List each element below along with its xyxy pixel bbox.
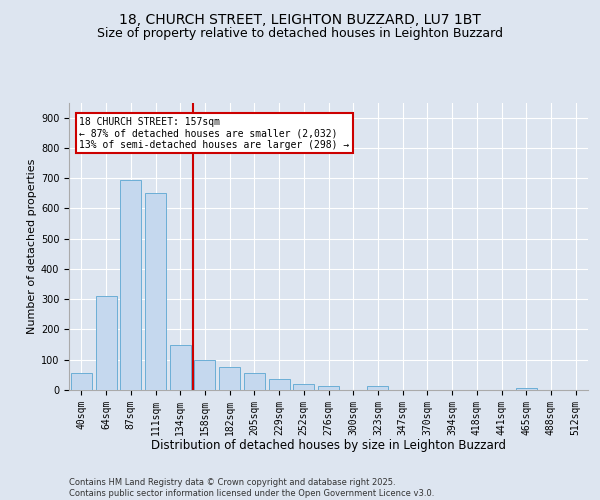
Bar [318,386,339,390]
Text: 18, CHURCH STREET, LEIGHTON BUZZARD, LU7 1BT: 18, CHURCH STREET, LEIGHTON BUZZARD, LU7… [119,12,481,26]
Bar [120,180,141,390]
Bar [95,296,116,390]
Bar [219,368,240,390]
Bar [269,378,290,390]
Y-axis label: Number of detached properties: Number of detached properties [26,158,37,334]
Text: Size of property relative to detached houses in Leighton Buzzard: Size of property relative to detached ho… [97,28,503,40]
Bar [170,344,191,390]
Bar [516,388,537,390]
Bar [293,384,314,390]
X-axis label: Distribution of detached houses by size in Leighton Buzzard: Distribution of detached houses by size … [151,439,506,452]
Bar [244,374,265,390]
Text: 18 CHURCH STREET: 157sqm
← 87% of detached houses are smaller (2,032)
13% of sem: 18 CHURCH STREET: 157sqm ← 87% of detach… [79,117,350,150]
Bar [367,386,388,390]
Bar [194,360,215,390]
Text: Contains HM Land Registry data © Crown copyright and database right 2025.
Contai: Contains HM Land Registry data © Crown c… [69,478,434,498]
Bar [145,194,166,390]
Bar [71,374,92,390]
